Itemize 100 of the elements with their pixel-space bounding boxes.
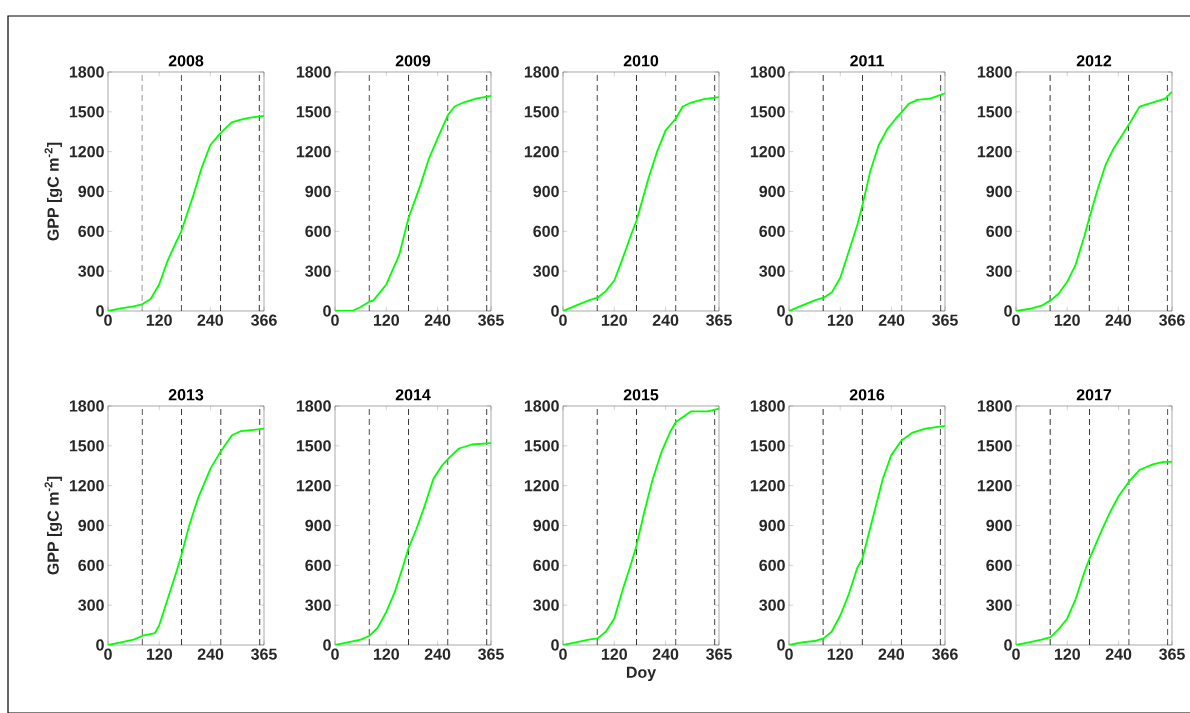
y-tick-label: 1800 xyxy=(69,66,104,78)
chart-title: 2011 xyxy=(850,55,884,67)
x-tick-label: 120 xyxy=(1054,314,1080,326)
y-tick-label: 0 xyxy=(323,305,331,317)
y-tick-label: 600 xyxy=(986,225,1012,237)
y-tick-label: 0 xyxy=(323,639,331,651)
y-tick-label: 1200 xyxy=(524,480,559,492)
y-tick-label: 300 xyxy=(78,265,104,277)
x-tick-label: 366 xyxy=(932,648,958,660)
y-tick-label: 1500 xyxy=(69,106,104,118)
y-tick-label: 1500 xyxy=(296,106,331,118)
y-tick-label: 300 xyxy=(78,599,104,611)
x-tick-label: 0 xyxy=(559,648,567,660)
y-axis-title: GPP [gC m$^{-2}$] xyxy=(44,476,63,575)
y-tick-label: 1200 xyxy=(977,146,1012,158)
x-tick-label: 240 xyxy=(1105,314,1131,326)
chart-title: 2010 xyxy=(623,55,659,67)
x-tick-label: 240 xyxy=(424,314,451,326)
y-tick-label: 1500 xyxy=(977,106,1012,118)
x-tick-label: 120 xyxy=(1054,648,1080,660)
y-tick-label: 300 xyxy=(533,265,559,277)
y-tick-label: 300 xyxy=(533,599,559,611)
y-tick-label: 900 xyxy=(533,519,559,532)
x-tick-label: 0 xyxy=(104,648,112,660)
y-tick-label: 0 xyxy=(96,305,104,317)
y-tick-label: 300 xyxy=(986,265,1012,277)
y-tick-label: 600 xyxy=(78,559,104,571)
chart-title: 2013 xyxy=(168,389,204,401)
y-tick-label: 1800 xyxy=(750,400,785,412)
y-tick-label: 900 xyxy=(305,519,331,532)
x-tick-label: 120 xyxy=(601,648,627,660)
chart-title: 2014 xyxy=(395,389,431,401)
y-tick-label: 0 xyxy=(1004,305,1012,317)
y-tick-label: 300 xyxy=(305,265,331,277)
chart-title: 2017 xyxy=(1076,389,1112,401)
x-tick-label: 365 xyxy=(1159,648,1185,660)
y-tick-label: 600 xyxy=(759,559,785,571)
y-tick-label: 1200 xyxy=(69,480,104,492)
x-tick-label: 0 xyxy=(785,648,793,660)
y-tick-label: 1500 xyxy=(750,440,785,452)
x-tick-label: 0 xyxy=(785,314,793,326)
x-tick-label: 366 xyxy=(1159,314,1185,326)
x-tick-label: 0 xyxy=(1012,314,1020,326)
y-tick-label: 1200 xyxy=(977,480,1012,492)
y-tick-label: 900 xyxy=(759,519,785,532)
y-tick-label: 1800 xyxy=(524,66,559,78)
x-tick-label: 120 xyxy=(146,648,172,660)
y-tick-label: 1800 xyxy=(524,400,559,412)
x-tick-label: 0 xyxy=(104,314,112,326)
x-tick-label: 240 xyxy=(878,314,905,326)
y-tick-label: 600 xyxy=(533,225,559,237)
x-tick-label: 365 xyxy=(478,314,504,326)
y-tick-label: 1200 xyxy=(750,146,785,158)
y-tick-label: 1200 xyxy=(296,146,331,158)
y-tick-label: 600 xyxy=(78,225,104,237)
x-tick-label: 240 xyxy=(197,648,224,660)
y-tick-label: 600 xyxy=(305,559,331,571)
y-tick-label: 900 xyxy=(986,519,1012,532)
y-tick-label: 900 xyxy=(78,519,104,532)
y-tick-label: 600 xyxy=(759,225,785,237)
y-tick-label: 300 xyxy=(759,599,785,611)
y-tick-label: 1800 xyxy=(296,400,331,412)
x-tick-label: 365 xyxy=(251,648,277,660)
y-tick-label: 900 xyxy=(533,185,559,198)
x-tick-label: 240 xyxy=(878,648,904,660)
chart-title: 2008 xyxy=(168,55,204,67)
x-tick-label: 120 xyxy=(373,648,399,660)
y-tick-label: 900 xyxy=(305,185,331,198)
x-tick-label: 120 xyxy=(827,314,853,326)
x-tick-label: 0 xyxy=(1012,648,1020,660)
x-tick-label: 365 xyxy=(932,314,958,326)
x-tick-label: 0 xyxy=(559,314,567,326)
x-tick-label: 120 xyxy=(373,314,399,326)
y-tick-label: 1800 xyxy=(750,66,785,78)
y-tick-label: 1500 xyxy=(69,440,104,452)
x-tick-label: 365 xyxy=(706,648,732,660)
y-tick-label: 0 xyxy=(777,639,785,651)
y-tick-label: 300 xyxy=(759,265,785,277)
y-tick-label: 600 xyxy=(305,225,331,237)
chart-title: 2012 xyxy=(1076,55,1112,67)
x-tick-label: 240 xyxy=(652,314,679,326)
chart-title: 2016 xyxy=(849,389,885,401)
y-tick-label: 1500 xyxy=(750,106,785,118)
x-tick-label: 240 xyxy=(652,648,679,660)
y-tick-label: 1500 xyxy=(524,440,559,452)
y-tick-label: 1500 xyxy=(296,440,331,452)
x-tick-label: 365 xyxy=(706,314,732,326)
y-tick-label: 900 xyxy=(78,185,104,198)
y-tick-label: 1200 xyxy=(69,146,104,158)
chart-title: 2015 xyxy=(623,389,659,401)
y-tick-label: 1500 xyxy=(977,440,1012,452)
y-tick-label: 1800 xyxy=(977,66,1012,78)
x-tick-label: 0 xyxy=(331,314,339,326)
y-tick-label: 1500 xyxy=(524,106,559,118)
x-tick-label: 120 xyxy=(146,314,172,326)
y-tick-label: 300 xyxy=(305,599,331,611)
y-tick-label: 1200 xyxy=(296,480,331,492)
y-tick-label: 1200 xyxy=(750,480,785,492)
y-tick-label: 0 xyxy=(1004,639,1012,651)
y-tick-label: 1800 xyxy=(69,400,104,412)
